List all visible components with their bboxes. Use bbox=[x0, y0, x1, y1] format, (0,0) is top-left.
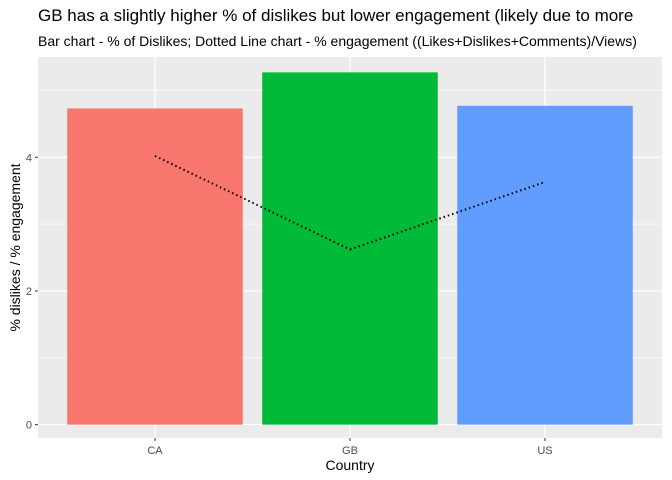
chart-title: GB has a slightly higher % of dislikes b… bbox=[38, 6, 634, 25]
engagement-line-segment bbox=[349, 181, 546, 251]
y-tick-label: 0 bbox=[26, 420, 32, 432]
engagement-line-segment bbox=[154, 155, 351, 251]
y-axis-title: % dislikes / % engagement bbox=[7, 163, 23, 331]
chart-subtitle: Bar chart - % of Dislikes; Dotted Line c… bbox=[38, 33, 637, 49]
x-axis: CA GB US bbox=[147, 438, 553, 457]
bar-series bbox=[67, 72, 633, 425]
y-tick-label: 2 bbox=[26, 286, 32, 298]
x-tick-label: CA bbox=[147, 445, 163, 457]
y-tick-label: 4 bbox=[26, 152, 32, 164]
bar-us bbox=[457, 105, 633, 425]
x-tick-label: GB bbox=[342, 445, 358, 457]
line-series bbox=[154, 155, 546, 251]
y-axis: 0 2 4 bbox=[26, 152, 38, 432]
x-tick-label: US bbox=[537, 445, 552, 457]
bar-ca bbox=[67, 108, 243, 425]
x-axis-title: Country bbox=[325, 457, 374, 473]
